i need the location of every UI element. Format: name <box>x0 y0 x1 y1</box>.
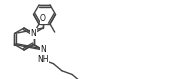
Text: N: N <box>40 46 46 55</box>
Text: NH: NH <box>37 55 49 64</box>
Text: N: N <box>31 29 36 38</box>
Text: O: O <box>40 14 46 23</box>
